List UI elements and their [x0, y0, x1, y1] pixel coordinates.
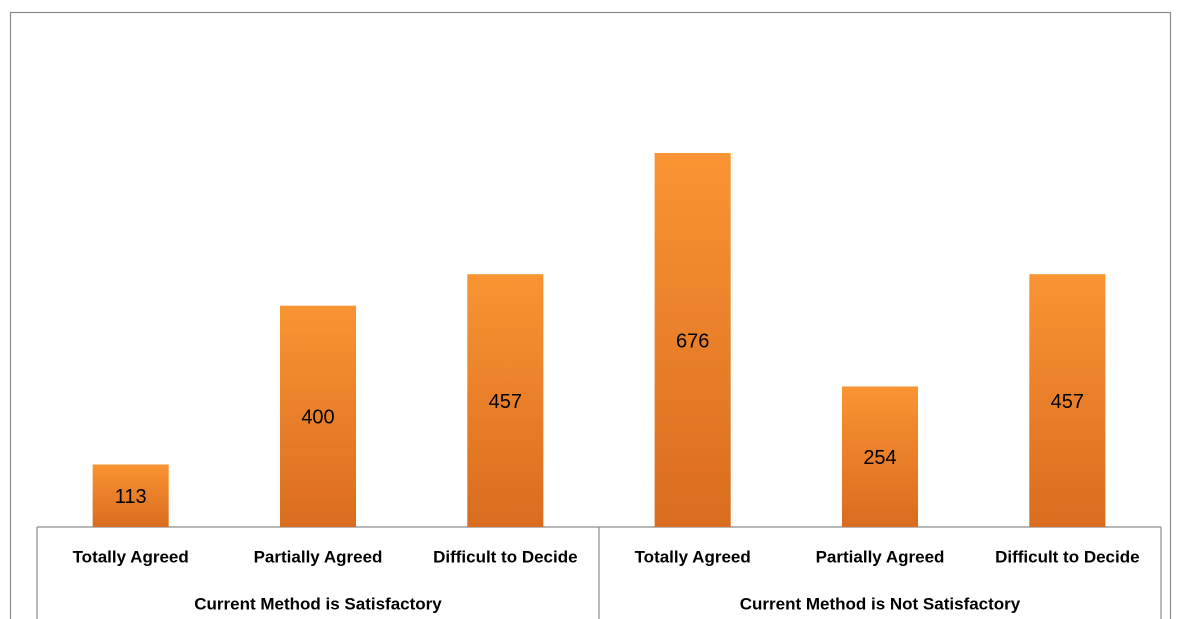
value-label: 676	[676, 330, 709, 352]
chart-frame	[9, 11, 1172, 619]
bar	[467, 274, 544, 527]
x-tick-label: Difficult to Decide	[433, 547, 578, 566]
group-label: Current Method is Satisfactory	[194, 594, 442, 613]
bar	[1029, 274, 1106, 527]
value-label: 113	[115, 486, 147, 508]
value-label: 457	[1051, 391, 1084, 413]
value-label: 254	[863, 447, 896, 469]
bar	[279, 305, 357, 527]
x-tick-label: Partially Agreed	[254, 547, 383, 566]
group-label: Current Method is Not Satisfactory	[740, 594, 1021, 613]
x-tick-label: Partially Agreed	[816, 547, 945, 566]
value-label: 457	[489, 391, 522, 413]
x-tick-label: Totally Agreed	[635, 547, 751, 566]
bar	[654, 153, 731, 528]
x-tick-label: Totally Agreed	[73, 547, 189, 566]
bar	[92, 464, 169, 527]
bar	[841, 386, 919, 527]
x-tick-label: Difficult to Decide	[995, 547, 1140, 566]
value-label: 400	[301, 407, 334, 429]
